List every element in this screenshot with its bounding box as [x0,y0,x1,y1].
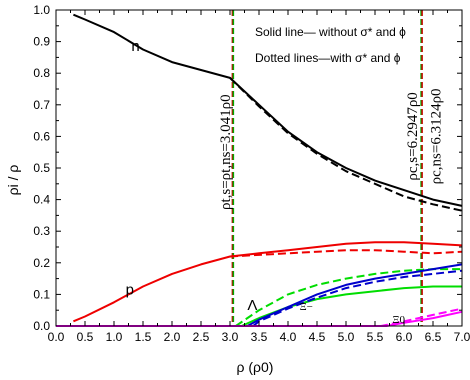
x-tick-label: 4.5 [309,330,326,344]
x-tick-label: 2.5 [193,330,210,344]
vertical-reference-lines [231,10,423,326]
x-tick-label: 1.5 [135,330,152,344]
x-axis-title: ρ (ρ0) [237,359,274,375]
y-tick-label: 0.5 [33,161,50,175]
series-line-p_solid [73,241,463,323]
series-line-n_dotted [229,77,463,212]
curve-label: Ξ0 [392,314,405,326]
annotations: ρt,s=ρt,ns=3.041ρ0 ρc,s=6.2947ρ0 ρc,ns=6.3… [218,88,445,210]
y-tick-label: 0.0 [33,319,50,333]
x-tick-label: 5.5 [367,330,384,344]
y-axis-title: ρi / ρ [5,165,21,196]
y-tick-label: 0.9 [33,35,50,49]
x-tick-label: 3.5 [251,330,268,344]
x-tick-label: 0.5 [77,330,94,344]
curve-label: Ξ− [300,301,313,313]
x-tick-label: 6.0 [396,330,413,344]
y-axis-ticks: 0.0 0.1 0.2 0.3 0.4 0.5 0.6 0.7 0.8 0.9 1.0 [33,3,462,333]
series-line-n_solid [73,13,463,207]
y-tick-label: 0.6 [33,129,50,143]
curve-label: n [131,38,139,55]
x-tick-label: 2.0 [164,330,181,344]
x-tick-label: 7.0 [454,330,470,344]
y-tick-label: 0.2 [33,256,50,270]
x-tick-label: 6.5 [425,330,442,344]
series-line-lambda_dotted [235,268,462,327]
y-tick-label: 0.7 [33,98,50,112]
curve-labels: n p Λ Ξ− Ξ0 [126,38,406,326]
curve-label: p [126,281,134,298]
annotation-label: ρt,s=ρt,ns=3.041ρ0 [218,94,234,210]
annotation-label: ρc,ns=6.3124ρ0 [429,88,445,184]
series-line-xim_solid [246,263,463,327]
legend-line-1: Solid line— without σ* and ϕ [255,25,406,39]
x-axis-ticks: 0.0 0.5 1.0 1.5 2.0 2.5 3.0 3.5 4.0 4.5 5.0 5.5 6.0 6… [48,10,470,344]
x-tick-label: 3.0 [222,330,239,344]
annotation-label: ρc,s=6.2947ρ0 [405,92,421,180]
y-tick-label: 0.3 [33,224,50,238]
x-tick-label: 1.0 [106,330,123,344]
x-tick-label: 0.0 [48,330,65,344]
y-tick-label: 0.1 [33,287,50,301]
series-line-xim_dotted [252,269,463,327]
y-tick-label: 0.4 [33,193,50,207]
y-tick-label: 1.0 [33,3,50,17]
y-tick-label: 0.8 [33,66,50,80]
legend-line-2: Dotted lines—with σ* and ϕ [255,51,401,65]
x-tick-label: 5.0 [338,330,355,344]
series-line-lambda_solid [241,285,462,327]
series-line-p_dotted [229,249,463,258]
curve-label: Λ [247,297,257,314]
x-tick-label: 4.0 [280,330,297,344]
